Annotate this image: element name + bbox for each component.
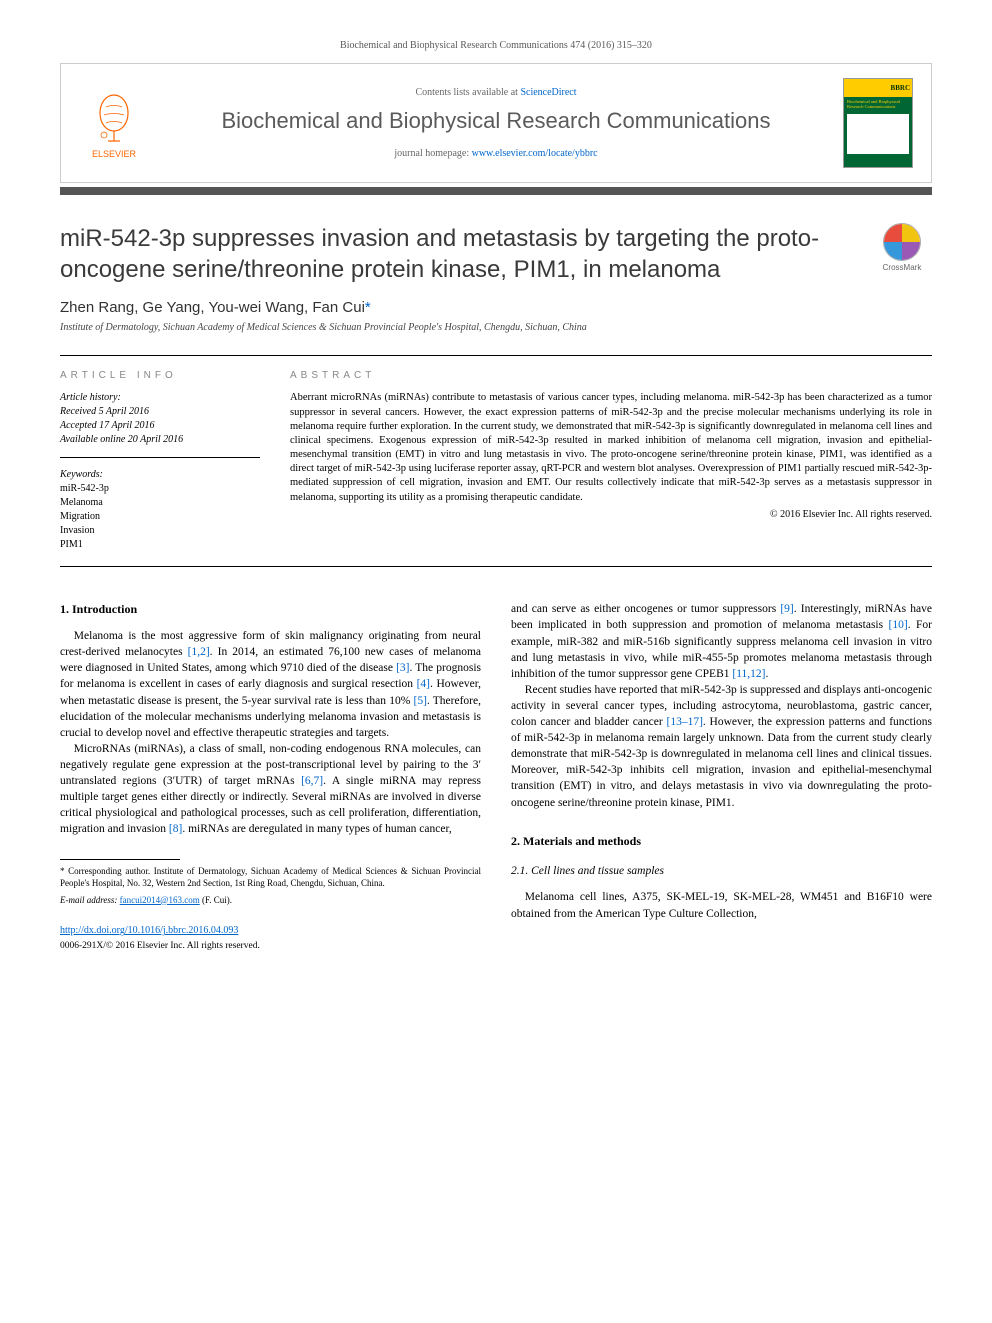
- publisher-logo-block: ELSEVIER: [79, 87, 149, 159]
- body-right-column: and can serve as either oncogenes or tum…: [511, 601, 932, 953]
- keyword-item: miR-542-3p: [60, 482, 260, 496]
- methods-subheading-1: 2.1. Cell lines and tissue samples: [511, 863, 932, 879]
- abstract-copyright: © 2016 Elsevier Inc. All rights reserved…: [290, 509, 932, 520]
- corresponding-author-note: * Corresponding author. Institute of Der…: [60, 866, 481, 889]
- email-suffix: (F. Cui).: [200, 895, 232, 905]
- authors-names: Zhen Rang, Ge Yang, You-wei Wang, Fan Cu…: [60, 299, 365, 316]
- ref-link[interactable]: [13–17]: [666, 716, 702, 728]
- corresponding-marker: *: [365, 299, 371, 316]
- crossmark-badge[interactable]: CrossMark: [872, 223, 932, 272]
- text-run: and can serve as either oncogenes or tum…: [511, 603, 780, 615]
- keywords-block: Keywords: miR-542-3p Melanoma Migration …: [60, 468, 260, 552]
- methods-heading: 2. Materials and methods: [511, 833, 932, 850]
- keyword-item: Melanoma: [60, 496, 260, 510]
- journal-header-box: ELSEVIER Contents lists available at Sci…: [60, 63, 932, 183]
- introduction-heading: 1. Introduction: [60, 601, 481, 618]
- ref-link[interactable]: [9]: [780, 603, 793, 615]
- ref-link[interactable]: [1,2]: [188, 646, 210, 658]
- header-separator-bar: [60, 187, 932, 195]
- header-center: Contents lists available at ScienceDirec…: [149, 87, 843, 159]
- journal-name: Biochemical and Biophysical Research Com…: [149, 108, 843, 134]
- doi-link[interactable]: http://dx.doi.org/10.1016/j.bbrc.2016.04…: [60, 925, 238, 936]
- homepage-link[interactable]: www.elsevier.com/locate/ybbrc: [472, 148, 598, 159]
- keywords-label: Keywords:: [60, 468, 260, 482]
- ref-link[interactable]: [6,7]: [301, 775, 323, 787]
- keyword-item: Invasion: [60, 524, 260, 538]
- crossmark-label: CrossMark: [883, 263, 922, 272]
- email-label: E-mail address:: [60, 895, 120, 905]
- ref-link[interactable]: [5]: [414, 695, 427, 707]
- title-row: miR-542-3p suppresses invasion and metas…: [60, 223, 932, 285]
- col2-paragraph-2: Recent studies have reported that miR-54…: [511, 682, 932, 811]
- contents-prefix: Contents lists available at: [415, 87, 520, 98]
- affiliation: Institute of Dermatology, Sichuan Academ…: [60, 322, 932, 333]
- abstract-heading: abstract: [290, 370, 932, 381]
- homepage-prefix: journal homepage:: [394, 148, 471, 159]
- online-date: Available online 20 April 2016: [60, 433, 260, 447]
- elsevier-label: ELSEVIER: [92, 149, 136, 159]
- email-line: E-mail address: fancui2014@163.com (F. C…: [60, 894, 481, 907]
- article-info-column: article info Article history: Received 5…: [60, 370, 260, 552]
- text-run: . miRNAs are deregulated in many types o…: [182, 823, 451, 835]
- article-history-block: Article history: Received 5 April 2016 A…: [60, 391, 260, 458]
- methods-paragraph-1: Melanoma cell lines, A375, SK-MEL-19, SK…: [511, 889, 932, 921]
- journal-cover-thumbnail: BBRC Biochemical and Biophysical Researc…: [843, 78, 913, 168]
- body-columns: 1. Introduction Melanoma is the most agg…: [60, 601, 932, 953]
- abstract-column: abstract Aberrant microRNAs (miRNAs) con…: [290, 370, 932, 552]
- history-label: Article history:: [60, 391, 260, 405]
- intro-paragraph-1: Melanoma is the most aggressive form of …: [60, 628, 481, 741]
- ref-link[interactable]: [8]: [169, 823, 182, 835]
- authors-line: Zhen Rang, Ge Yang, You-wei Wang, Fan Cu…: [60, 299, 932, 316]
- article-title: miR-542-3p suppresses invasion and metas…: [60, 223, 872, 285]
- issn-copyright-line: 0006-291X/© 2016 Elsevier Inc. All right…: [60, 940, 481, 953]
- accepted-date: Accepted 17 April 2016: [60, 419, 260, 433]
- ref-link[interactable]: [11,12]: [732, 668, 765, 680]
- crossmark-icon: [883, 223, 921, 261]
- sciencedirect-link[interactable]: ScienceDirect: [520, 87, 576, 98]
- footnote-separator: [60, 859, 180, 860]
- contents-available-line: Contents lists available at ScienceDirec…: [149, 87, 843, 98]
- intro-paragraph-2: MicroRNAs (miRNAs), a class of small, no…: [60, 741, 481, 838]
- text-run: . However, the expression patterns and f…: [511, 716, 932, 808]
- cover-title: Biochemical and Biophysical Research Com…: [847, 100, 909, 110]
- keyword-item: Migration: [60, 510, 260, 524]
- col2-continuation-paragraph: and can serve as either oncogenes or tum…: [511, 601, 932, 681]
- received-date: Received 5 April 2016: [60, 405, 260, 419]
- abstract-text: Aberrant microRNAs (miRNAs) contribute t…: [290, 391, 932, 504]
- ref-link[interactable]: [4]: [417, 678, 430, 690]
- header-citation: Biochemical and Biophysical Research Com…: [60, 40, 932, 51]
- meta-abstract-row: article info Article history: Received 5…: [60, 355, 932, 567]
- ref-link[interactable]: [3]: [396, 662, 409, 674]
- body-left-column: 1. Introduction Melanoma is the most agg…: [60, 601, 481, 953]
- text-run: .: [765, 668, 768, 680]
- article-info-heading: article info: [60, 370, 260, 381]
- ref-link[interactable]: [10]: [889, 619, 908, 631]
- doi-line: http://dx.doi.org/10.1016/j.bbrc.2016.04…: [60, 924, 481, 938]
- cover-bbrc-label: BBRC: [891, 84, 910, 92]
- cover-image-placeholder: [847, 114, 909, 154]
- elsevier-tree-icon: [86, 87, 142, 147]
- homepage-line: journal homepage: www.elsevier.com/locat…: [149, 148, 843, 159]
- keyword-item: PIM1: [60, 538, 260, 552]
- email-link[interactable]: fancui2014@163.com: [120, 895, 200, 905]
